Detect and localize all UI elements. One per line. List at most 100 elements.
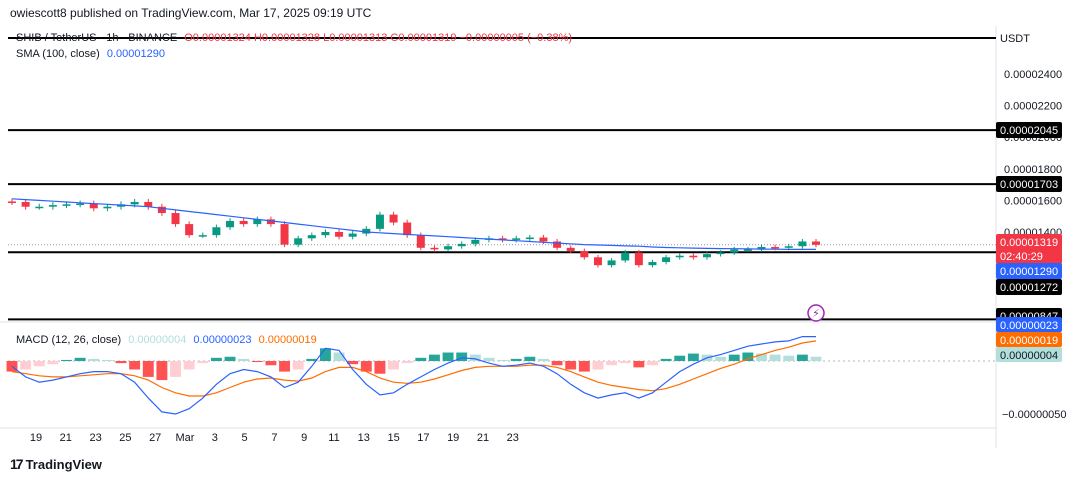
macd-bar-4 — [61, 359, 72, 361]
price-label-bg-3 — [996, 234, 1062, 250]
macd-line-value: 0.00000023 — [193, 334, 252, 346]
candle-23 — [321, 232, 330, 236]
macd-bar-43 — [592, 361, 604, 370]
candle-58 — [798, 241, 807, 247]
macd-label-bg-0 — [996, 317, 1062, 332]
candle-0 — [8, 201, 16, 203]
macd-bar-55 — [756, 353, 767, 361]
candle-54 — [743, 249, 752, 251]
candle-19 — [266, 219, 275, 225]
macd-hist-value: 0.00000004 — [128, 334, 187, 346]
tradingview-logo[interactable]: 17 TradingView — [10, 456, 102, 472]
time-tick-label-13: 17 — [417, 432, 429, 444]
macd-bar-14 — [197, 361, 209, 364]
macd-bar-42 — [578, 361, 590, 372]
candle-11 — [157, 206, 166, 214]
price-label-4: 02:40:29 — [1000, 251, 1043, 263]
macd-value-label-0: 0.00000023 — [1000, 320, 1058, 332]
symbol-label: SHIB / TetherUS · 1h · BINANCE — [16, 32, 178, 44]
macd-bar-11 — [156, 361, 168, 381]
price-label-5: 0.00001290 — [1000, 266, 1058, 278]
sma-100-line — [11, 198, 816, 250]
candle-2 — [35, 206, 44, 209]
sma-legend[interactable]: SMA (100, close) 0.00001290 — [16, 48, 169, 60]
macd-bar-16 — [224, 356, 236, 361]
sma-title: SMA (100, close) — [16, 48, 100, 60]
macd-bar-19 — [265, 361, 277, 366]
macd-signal-value: 0.00000019 — [258, 334, 317, 346]
candle-43 — [593, 257, 602, 266]
time-tick-label-11: 13 — [358, 432, 370, 444]
macd-value-label-2: 0.00000004 — [1000, 350, 1058, 362]
macd-bar-48 — [660, 358, 672, 361]
macd-bar-44 — [606, 361, 618, 366]
macd-value-label-1: 0.00000019 — [1000, 335, 1058, 347]
candle-38 — [525, 237, 534, 240]
candle-45 — [621, 252, 630, 261]
candle-12 — [171, 213, 180, 225]
candle-10 — [144, 201, 153, 207]
candle-9 — [130, 201, 139, 205]
candle-20 — [280, 224, 289, 245]
candle-16 — [226, 220, 235, 228]
time-tick-label-9: 9 — [301, 432, 307, 444]
candle-21 — [294, 238, 303, 245]
macd-bar-36 — [497, 359, 509, 361]
tradingview-logo-icon: 17 — [10, 456, 24, 472]
candle-34 — [471, 239, 480, 244]
time-tick-label-1: 21 — [60, 432, 72, 444]
ohlc-values: O0.00001324 H0.00001328 L0.00001313 C0.0… — [184, 32, 573, 44]
macd-bar-25 — [347, 361, 359, 365]
price-label-bg-1 — [996, 122, 1062, 138]
price-tick-label-5: 0.00002400 — [1004, 69, 1062, 81]
candle-22 — [307, 235, 316, 239]
macd-bar-59 — [810, 356, 822, 361]
macd-bar-46 — [633, 361, 645, 368]
macd-bar-58 — [796, 354, 808, 361]
time-tick-label-16: 23 — [507, 432, 519, 444]
candle-37 — [512, 238, 521, 240]
time-tick-label-3: 25 — [119, 432, 131, 444]
macd-bar-5 — [74, 357, 86, 361]
candle-17 — [239, 220, 248, 225]
price-tick-label-1: 0.00001600 — [1004, 195, 1062, 207]
candle-32 — [444, 246, 453, 250]
candle-27 — [375, 214, 384, 229]
macd-line — [11, 336, 816, 415]
macd-bar-53 — [728, 354, 740, 361]
macd-bar-54 — [742, 352, 754, 361]
time-tick-label-7: 5 — [242, 432, 248, 444]
event-icon — [807, 304, 825, 322]
macd-bar-15 — [210, 357, 222, 361]
candle-50 — [689, 255, 698, 258]
time-tick-label-4: 27 — [149, 432, 161, 444]
price-tick-label-2: 0.00001800 — [1004, 164, 1062, 176]
macd-bar-56 — [769, 354, 781, 361]
candle-25 — [348, 233, 357, 237]
tradingview-brand: TradingView — [25, 456, 102, 472]
macd-bar-10 — [142, 361, 154, 377]
candle-44 — [607, 260, 616, 266]
candle-57 — [784, 246, 793, 248]
macd-bar-3 — [47, 361, 59, 365]
macd-legend[interactable]: MACD (12, 26, close) 0.00000004 0.000000… — [16, 334, 321, 346]
time-tick-label-15: 21 — [477, 432, 489, 444]
macd-title: MACD (12, 26, close) — [16, 334, 122, 346]
macd-bar-45 — [619, 361, 631, 364]
macd-bar-33 — [456, 352, 468, 361]
macd-label-bg-1 — [996, 332, 1062, 347]
macd-bar-6 — [88, 358, 100, 361]
time-tick-label-5: Mar — [176, 432, 195, 444]
macd-bar-49 — [674, 355, 686, 361]
candle-15 — [212, 227, 221, 236]
price-label-bg-6 — [996, 279, 1062, 295]
candle-53 — [730, 249, 739, 253]
macd-bar-22 — [306, 358, 318, 361]
price-label-bg-2 — [996, 176, 1062, 192]
candle-41 — [566, 247, 575, 251]
candle-39 — [539, 237, 548, 242]
candle-29 — [403, 222, 412, 236]
macd-bar-26 — [360, 361, 372, 372]
time-tick-label-14: 19 — [447, 432, 459, 444]
